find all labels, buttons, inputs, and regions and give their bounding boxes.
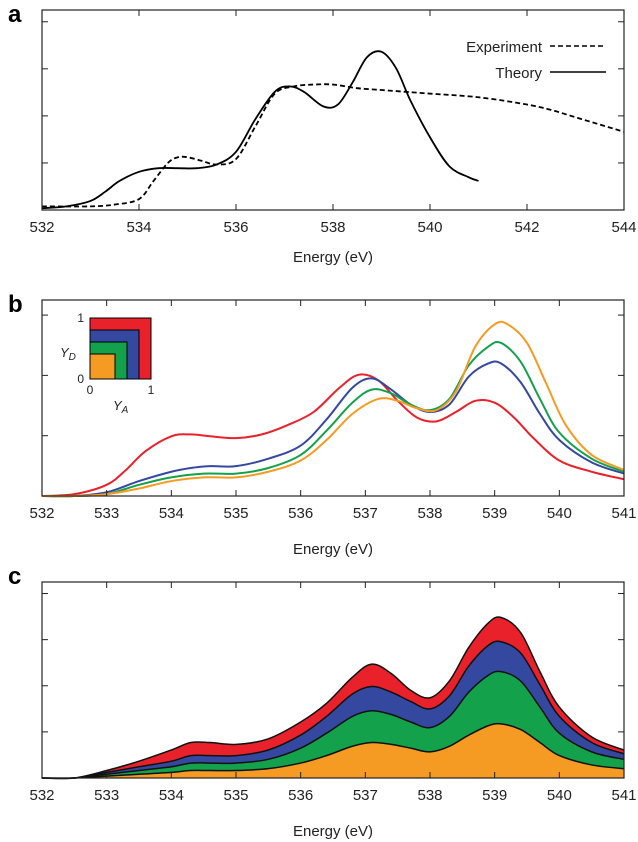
x-tick-label: 538	[417, 787, 442, 804]
panel-b-inset: 1 0 0 1 YD YA	[60, 311, 155, 416]
series-line-blue	[41, 360, 625, 498]
x-tick-label: 535	[223, 505, 248, 522]
panel-letter-c: c	[8, 563, 21, 590]
inset-ylabel: YD	[60, 345, 76, 363]
stack-area-green	[42, 671, 624, 779]
inset-ytick-0: 0	[77, 372, 84, 386]
panel-letter-b: b	[8, 291, 23, 318]
series-line-green	[41, 340, 625, 498]
inset-square-orange	[89, 353, 116, 380]
series-line-orange	[41, 320, 625, 498]
panel-c-xlabel: Energy (eV)	[293, 823, 373, 840]
panel-letter-a: a	[8, 1, 22, 28]
panel-a: 532 534 536 538 540 542 544 Energy (eV) Experi…	[29, 9, 637, 266]
x-tick-label: 539	[482, 505, 507, 522]
panel-b-xlabel: Energy (eV)	[293, 541, 373, 558]
x-tick-label: 539	[482, 787, 507, 804]
stack-area-blue	[42, 641, 624, 779]
series-line-theory	[41, 50, 479, 210]
x-tick-label: 534	[126, 219, 151, 236]
stack-edge-green	[41, 670, 625, 780]
inset-xtick-1: 1	[148, 383, 155, 397]
series-line-red	[41, 373, 625, 497]
x-tick-label: 534	[159, 505, 184, 522]
legend-label-theory: Theory	[495, 65, 542, 82]
panel-b-frame	[41, 299, 625, 497]
inset-ytick-1: 1	[77, 311, 84, 325]
x-tick-label: 536	[288, 505, 313, 522]
panel-a-legend: Experiment Theory	[466, 39, 606, 82]
stack-edge-blue	[41, 640, 625, 780]
x-tick-label: 532	[29, 787, 54, 804]
x-tick-label: 533	[94, 505, 119, 522]
stack-edge-red	[41, 616, 625, 780]
x-tick-label: 537	[353, 505, 378, 522]
legend-label-experiment: Experiment	[466, 39, 543, 56]
x-tick-label: 541	[611, 505, 636, 522]
x-tick-label: 538	[417, 505, 442, 522]
x-tick-label: 536	[223, 219, 248, 236]
x-tick-label: 542	[514, 219, 539, 236]
x-tick-label: 540	[417, 219, 442, 236]
x-tick-label: 544	[611, 219, 636, 236]
x-tick-label: 540	[547, 787, 572, 804]
panel-a-xlabel: Energy (eV)	[293, 249, 373, 266]
stack-area-orange	[42, 723, 624, 779]
x-tick-label: 534	[159, 787, 184, 804]
panel-c: 532 533 534 535 536 537 538 539 540 541 Energy (e…	[29, 581, 637, 840]
x-tick-label: 533	[94, 787, 119, 804]
x-tick-label: 532	[29, 505, 54, 522]
x-tick-label: 538	[320, 219, 345, 236]
x-tick-label: 541	[611, 787, 636, 804]
x-tick-label: 536	[288, 787, 313, 804]
x-tick-label: 532	[29, 219, 54, 236]
x-tick-label: 535	[223, 787, 248, 804]
inset-xlabel: YA	[113, 398, 129, 416]
x-tick-label: 537	[353, 787, 378, 804]
inset-xtick-0: 0	[87, 383, 94, 397]
panel-c-frame	[41, 581, 625, 779]
panel-b: 532 533 534 535 536 537 538 539 540 541 Energy (e…	[29, 299, 637, 558]
series-line-experiment	[41, 83, 625, 208]
x-tick-label: 540	[547, 505, 572, 522]
